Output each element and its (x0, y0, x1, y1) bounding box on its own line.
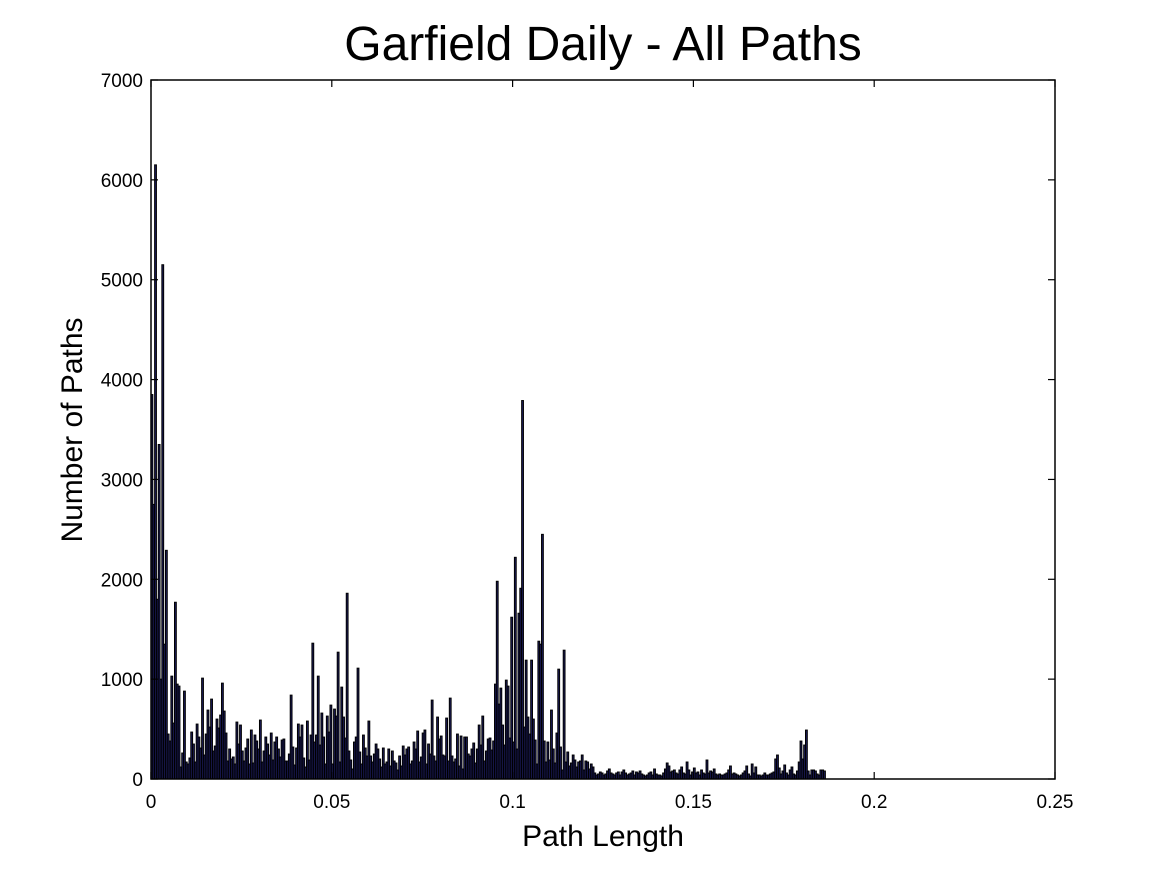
y-tick-label: 0 (132, 770, 143, 791)
bar (562, 649, 566, 780)
y-tick-label: 7000 (101, 71, 143, 92)
y-tick-label: 1000 (101, 670, 143, 691)
x-axis-label: Path Length (522, 820, 684, 853)
bar (177, 685, 181, 780)
x-tick-label: 0.15 (675, 792, 712, 813)
y-tick-label: 6000 (101, 171, 143, 192)
bar (513, 556, 517, 780)
x-tick-label: 0.25 (1037, 792, 1074, 813)
y-axis-label: Number of Paths (56, 317, 89, 542)
bar (521, 400, 524, 780)
y-tick-label: 5000 (101, 271, 143, 292)
x-axis: 0 0.05 0.1 0.15 0.2 0.25 (146, 80, 1074, 813)
bar (336, 651, 340, 780)
x-tick-label: 0.05 (313, 792, 350, 813)
plot-area-frame (150, 79, 1056, 780)
y-tick-label: 3000 (101, 470, 143, 491)
x-tick-label: 0.1 (499, 792, 525, 813)
y-tick-label: 2000 (101, 570, 143, 591)
y-tick-label: 4000 (101, 371, 143, 392)
bar (823, 770, 826, 780)
x-tick-label: 0.2 (861, 792, 887, 813)
y-axis: 0 1000 2000 3000 4000 5000 6000 7000 (101, 71, 1055, 791)
chart-title: Garfield Daily - All Paths (344, 18, 862, 71)
x-tick-label: 0 (146, 792, 157, 813)
